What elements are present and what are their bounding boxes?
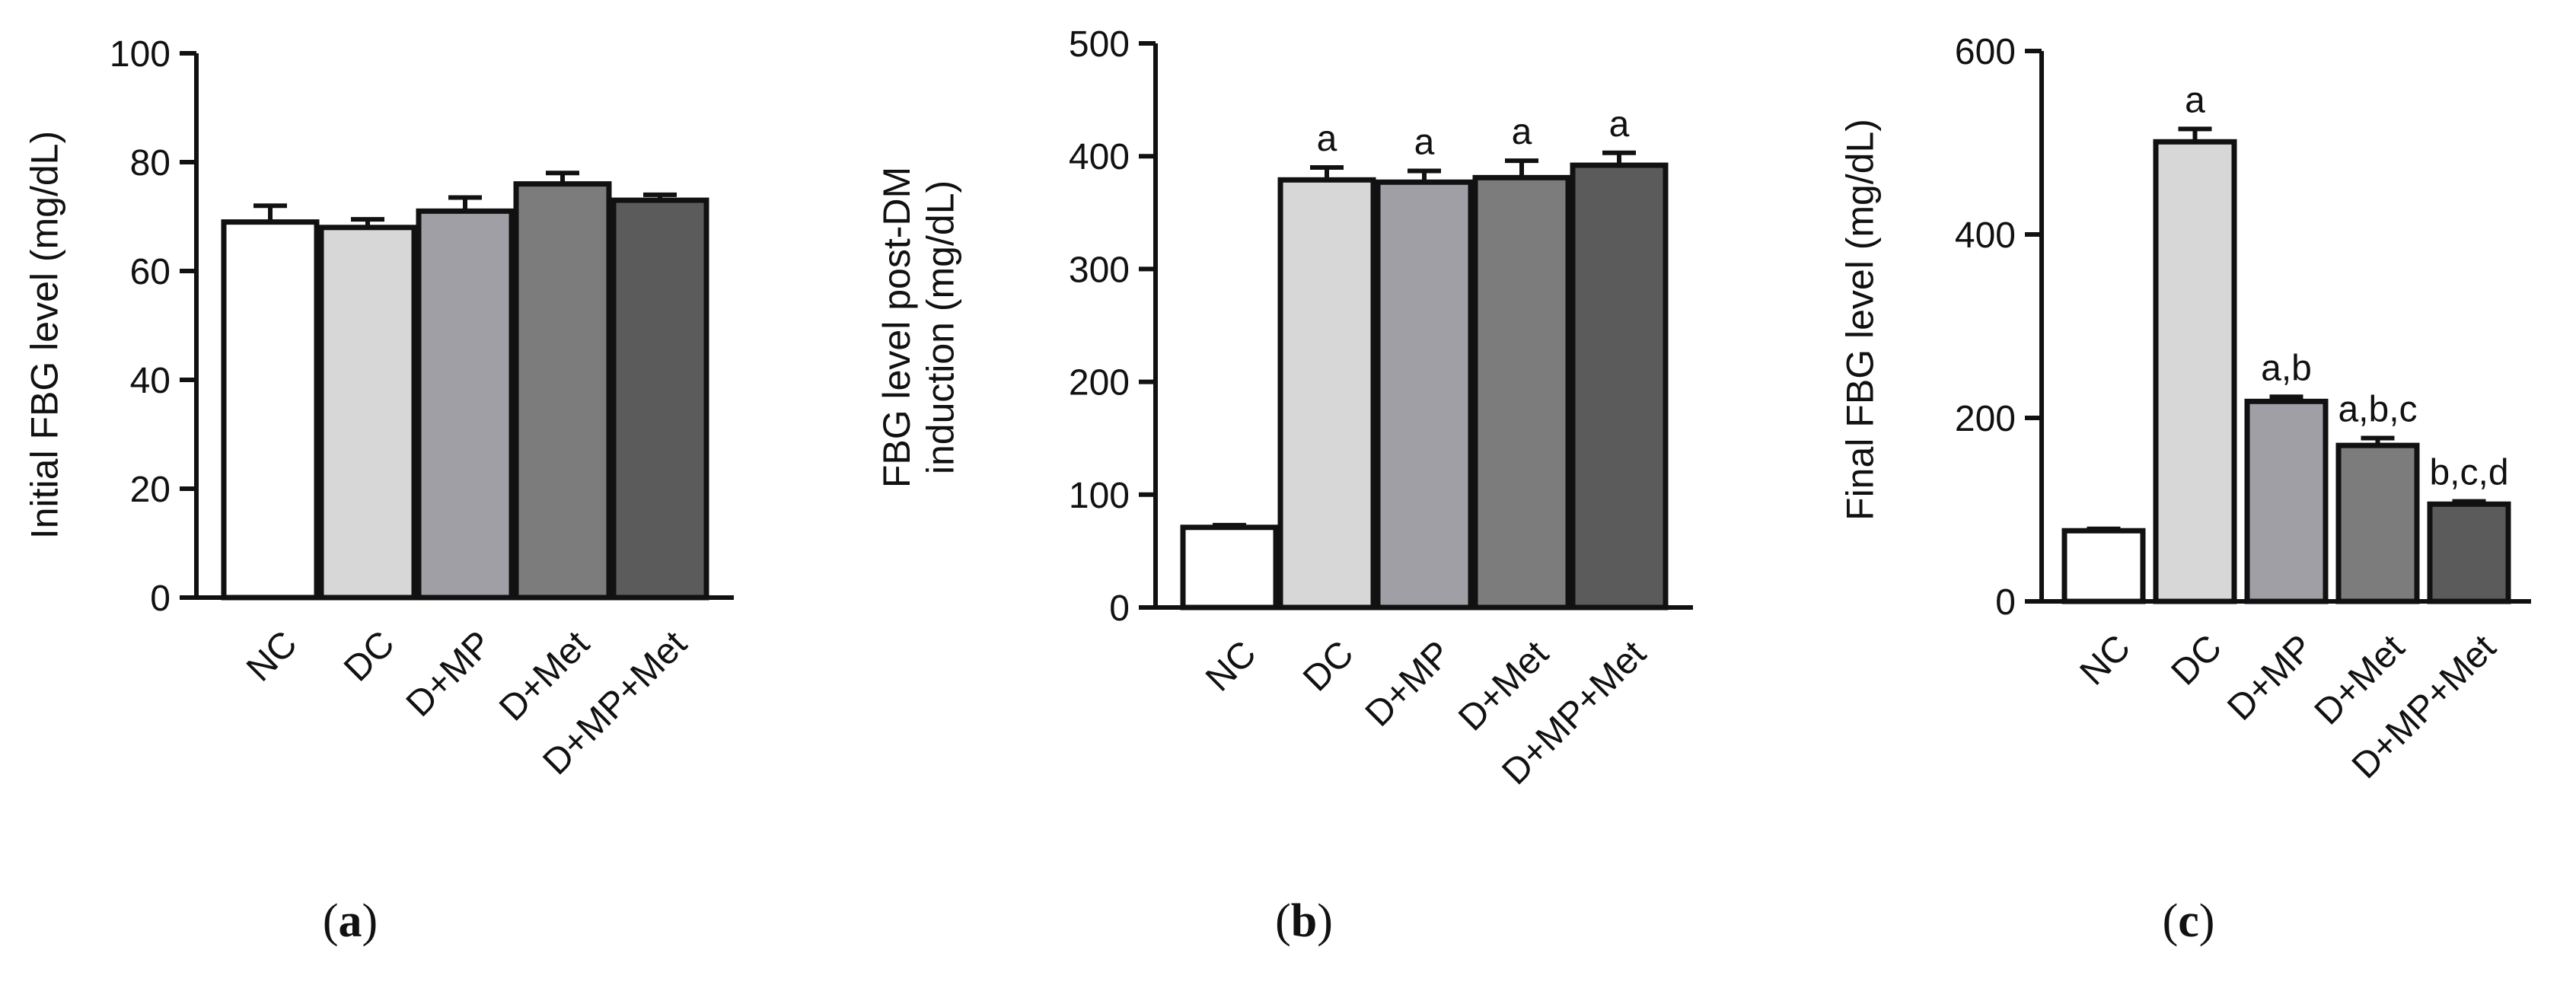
bar-d-met: [2335, 442, 2420, 604]
y-tick-label: 40: [130, 361, 171, 401]
bar-d-mp-met: [1570, 162, 1669, 611]
bar-nc: [2061, 528, 2146, 604]
y-tick-label: 300: [1069, 250, 1130, 290]
x-tick-label: DC: [2164, 627, 2230, 693]
bar-nc: [1180, 524, 1279, 611]
y-tick-label: 200: [1069, 363, 1130, 403]
significance-label: b,c,d: [2429, 453, 2508, 493]
x-tick-label: D+MP: [399, 623, 500, 725]
panel-letter: a: [339, 895, 362, 947]
y-tick-label: 0: [150, 579, 171, 619]
panel-label: (a): [323, 895, 378, 947]
bar-d-mp: [2244, 398, 2329, 604]
y-tick-label: 20: [130, 470, 171, 510]
x-tick-label: DC: [336, 623, 402, 689]
bar-dc: [318, 225, 417, 601]
panel-letter: c: [2178, 895, 2199, 947]
bar-d-mp-met: [611, 197, 709, 601]
chart-panel-b: 0100200300400500NCaDCaD+MPaD+MetaD+MP+Me…: [875, 24, 1693, 947]
x-tick-label: DC: [1296, 633, 1361, 699]
panel-label: (b): [1275, 895, 1333, 947]
x-tick-label: D+MP: [2220, 627, 2321, 729]
panel-label: (c): [2163, 895, 2215, 947]
y-tick-label: 100: [1069, 476, 1130, 516]
y-tick-label: 400: [1069, 137, 1130, 177]
bar-d-mp-met: [2427, 501, 2511, 604]
significance-label: a: [1512, 112, 1532, 152]
y-axis-label-line: induction (mg/dL): [920, 180, 962, 474]
panel-letter: b: [1291, 895, 1317, 947]
significance-label: a,b,c: [2338, 390, 2417, 430]
y-axis-label-line: Initial FBG level (mg/dL): [24, 131, 66, 539]
bar-dc: [1277, 177, 1376, 611]
y-axis-label: Final FBG level (mg/dL): [1839, 119, 1882, 521]
bar-d-mp: [416, 208, 515, 601]
y-axis-label-line: Final FBG level (mg/dL): [1839, 119, 1882, 521]
significance-label: a: [1609, 104, 1630, 145]
x-tick-label: D+MP: [1358, 633, 1459, 735]
bar-nc: [221, 219, 320, 601]
y-tick-label: 400: [1955, 215, 2016, 256]
bar-d-met: [1472, 174, 1571, 611]
y-tick-label: 200: [1955, 399, 2016, 439]
y-tick-label: 0: [1995, 582, 2016, 623]
x-tick-label: NC: [2073, 627, 2138, 693]
y-axis-label-line: FBG level post-DM: [875, 167, 918, 488]
y-tick-label: 500: [1069, 24, 1130, 65]
y-axis-label: Initial FBG level (mg/dL): [24, 131, 66, 539]
y-tick-label: 80: [130, 143, 171, 183]
x-tick-label: NC: [239, 623, 304, 689]
y-tick-label: 60: [130, 252, 171, 292]
significance-label: a: [1414, 122, 1435, 162]
y-tick-label: 100: [110, 34, 171, 75]
bar-d-mp: [1375, 179, 1474, 611]
x-tick-label: NC: [1198, 633, 1264, 699]
bar-d-met: [513, 181, 612, 601]
y-axis-label: FBG level post-DMinduction (mg/dL): [875, 167, 962, 488]
significance-label: a: [2185, 80, 2205, 120]
bar-dc: [2153, 139, 2237, 604]
significance-label: a,b: [2261, 348, 2312, 388]
chart-panel-c: 0200400600NCaDCa,bD+MPa,b,cD+Metb,c,dD+M…: [1839, 32, 2531, 947]
significance-label: a: [1317, 119, 1337, 159]
y-tick-label: 600: [1955, 32, 2016, 72]
y-tick-label: 0: [1109, 588, 1130, 629]
